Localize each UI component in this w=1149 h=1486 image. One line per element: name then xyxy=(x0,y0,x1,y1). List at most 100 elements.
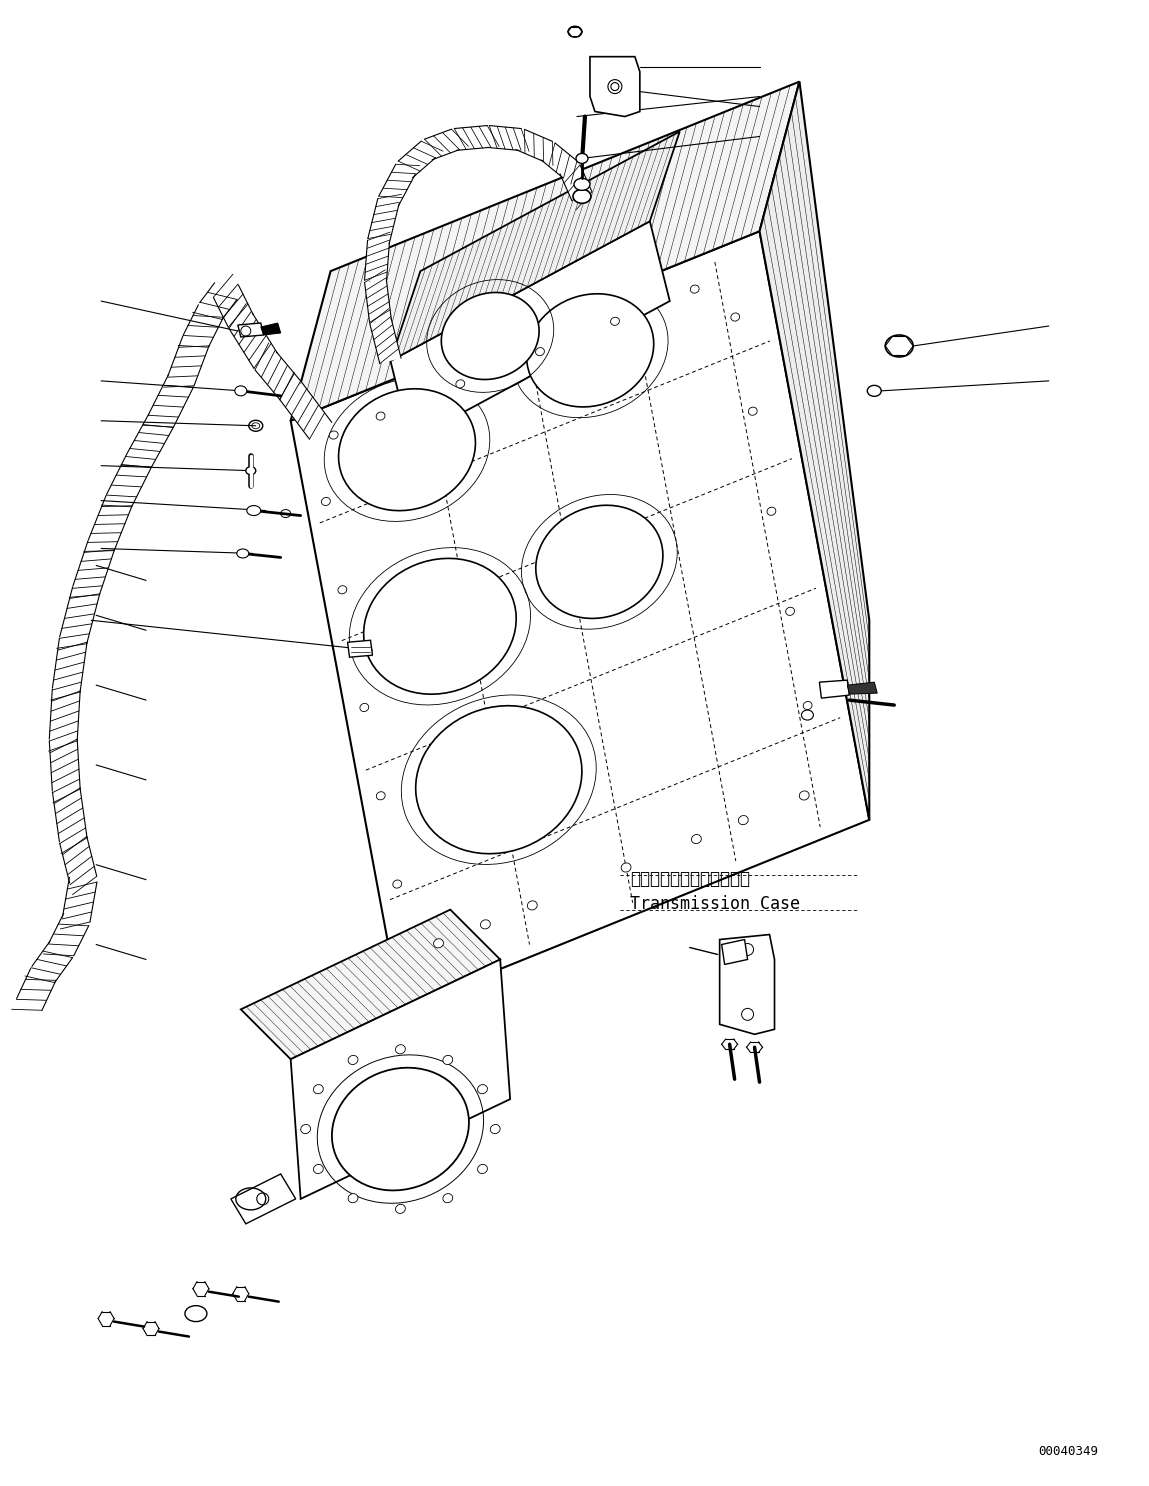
Polygon shape xyxy=(229,314,278,369)
Ellipse shape xyxy=(692,835,701,844)
Polygon shape xyxy=(255,352,301,400)
Ellipse shape xyxy=(456,380,464,388)
Ellipse shape xyxy=(526,294,654,407)
Ellipse shape xyxy=(576,153,588,163)
Ellipse shape xyxy=(332,1068,469,1190)
Ellipse shape xyxy=(535,505,663,618)
Ellipse shape xyxy=(234,386,247,395)
Ellipse shape xyxy=(246,467,256,474)
Ellipse shape xyxy=(478,1165,487,1174)
Ellipse shape xyxy=(478,1085,487,1094)
Ellipse shape xyxy=(348,1193,358,1202)
Polygon shape xyxy=(279,382,332,440)
Ellipse shape xyxy=(416,706,581,853)
Polygon shape xyxy=(184,305,223,348)
Polygon shape xyxy=(370,318,401,364)
Polygon shape xyxy=(49,739,80,791)
Ellipse shape xyxy=(442,1055,453,1064)
Polygon shape xyxy=(200,282,237,319)
Polygon shape xyxy=(291,960,510,1199)
Ellipse shape xyxy=(573,189,591,204)
Ellipse shape xyxy=(338,585,347,594)
Polygon shape xyxy=(62,877,97,921)
Polygon shape xyxy=(541,143,577,178)
Polygon shape xyxy=(17,969,56,1010)
Ellipse shape xyxy=(322,498,330,505)
Ellipse shape xyxy=(885,334,913,357)
Polygon shape xyxy=(148,374,193,426)
Ellipse shape xyxy=(363,559,516,694)
Ellipse shape xyxy=(786,608,794,615)
Polygon shape xyxy=(368,199,399,244)
Ellipse shape xyxy=(748,407,757,415)
Polygon shape xyxy=(399,141,435,178)
Ellipse shape xyxy=(314,1165,323,1174)
Ellipse shape xyxy=(480,920,491,929)
Ellipse shape xyxy=(433,939,444,948)
Polygon shape xyxy=(589,56,640,116)
Ellipse shape xyxy=(360,703,369,712)
Ellipse shape xyxy=(622,863,631,872)
Ellipse shape xyxy=(330,431,338,438)
Ellipse shape xyxy=(610,317,619,325)
Polygon shape xyxy=(819,681,849,698)
Ellipse shape xyxy=(395,1045,406,1054)
Ellipse shape xyxy=(800,791,809,799)
Polygon shape xyxy=(391,221,670,441)
Ellipse shape xyxy=(393,880,402,889)
Ellipse shape xyxy=(348,1055,358,1064)
Ellipse shape xyxy=(301,1125,310,1134)
Polygon shape xyxy=(759,82,870,820)
Ellipse shape xyxy=(247,505,261,516)
Polygon shape xyxy=(49,690,80,742)
Polygon shape xyxy=(53,639,87,692)
Text: トランスミッションケース: トランスミッションケース xyxy=(630,869,750,887)
Ellipse shape xyxy=(442,1193,453,1202)
Polygon shape xyxy=(231,1174,295,1224)
Polygon shape xyxy=(516,129,553,162)
Polygon shape xyxy=(722,939,748,964)
Polygon shape xyxy=(454,125,489,150)
Ellipse shape xyxy=(768,507,776,516)
Polygon shape xyxy=(60,587,100,643)
Polygon shape xyxy=(214,285,253,327)
Polygon shape xyxy=(424,129,460,159)
Ellipse shape xyxy=(731,314,740,321)
Polygon shape xyxy=(53,788,87,841)
Polygon shape xyxy=(719,935,774,1034)
Polygon shape xyxy=(126,415,173,468)
Polygon shape xyxy=(487,125,522,150)
Ellipse shape xyxy=(739,816,748,825)
Ellipse shape xyxy=(535,348,545,355)
Polygon shape xyxy=(32,941,72,982)
Polygon shape xyxy=(238,322,264,337)
Text: 00040349: 00040349 xyxy=(1039,1446,1098,1458)
Ellipse shape xyxy=(377,792,385,799)
Polygon shape xyxy=(364,279,392,322)
Polygon shape xyxy=(379,165,415,207)
Ellipse shape xyxy=(376,412,385,421)
Polygon shape xyxy=(88,495,132,551)
Polygon shape xyxy=(364,241,390,282)
Polygon shape xyxy=(48,914,88,955)
Ellipse shape xyxy=(395,1204,406,1214)
Ellipse shape xyxy=(491,1125,500,1134)
Ellipse shape xyxy=(574,178,589,190)
Polygon shape xyxy=(168,336,209,386)
Ellipse shape xyxy=(237,548,249,557)
Polygon shape xyxy=(291,232,870,1009)
Ellipse shape xyxy=(527,901,538,909)
Polygon shape xyxy=(241,909,500,1060)
Polygon shape xyxy=(261,322,280,334)
Ellipse shape xyxy=(339,389,476,511)
Ellipse shape xyxy=(441,293,539,379)
Ellipse shape xyxy=(314,1085,323,1094)
Polygon shape xyxy=(291,82,800,421)
Circle shape xyxy=(608,80,622,94)
Polygon shape xyxy=(560,165,592,201)
Polygon shape xyxy=(847,682,878,694)
Polygon shape xyxy=(391,131,680,361)
Ellipse shape xyxy=(803,701,812,709)
Ellipse shape xyxy=(568,27,583,37)
Ellipse shape xyxy=(691,285,699,293)
